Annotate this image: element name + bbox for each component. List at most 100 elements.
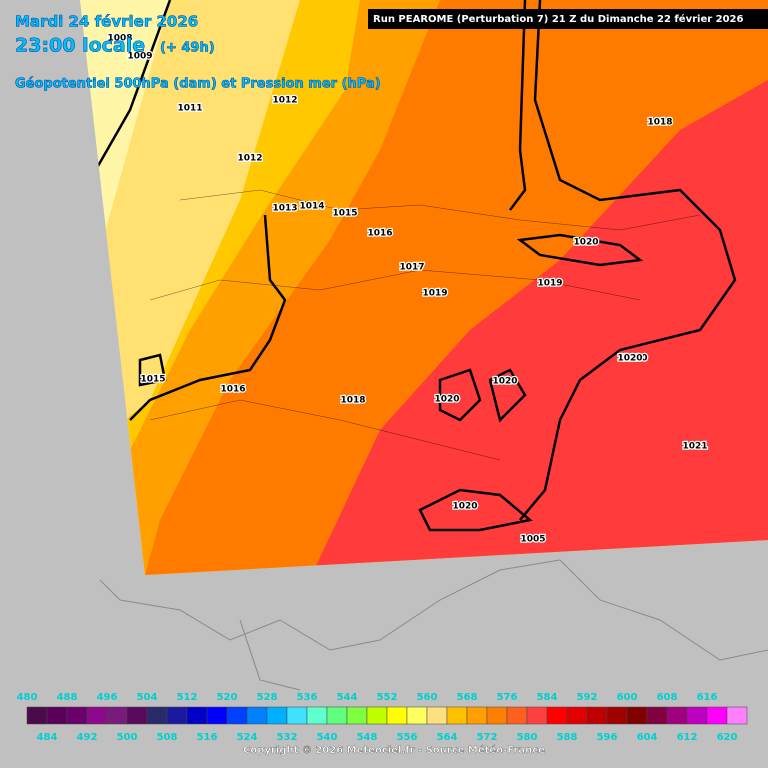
colorbar-label: 608 (657, 692, 678, 703)
colorbar-bin (406, 706, 428, 725)
field-name: Géopotentiel 500hPa (dam) et Pression me… (15, 77, 381, 92)
colorbar-bin (86, 706, 108, 725)
colorbar-bin (186, 706, 208, 725)
colorbar-bin (126, 706, 148, 725)
colorbar-label: 620 (717, 732, 738, 743)
colorbar-bin (586, 706, 608, 725)
colorbar-bin (486, 706, 508, 725)
colorbar-bin (426, 706, 448, 725)
colorbar-label: 484 (37, 732, 58, 743)
colorbar-label: 576 (497, 692, 518, 703)
isobar-label: 1016 (367, 229, 392, 239)
colorbar-label: 528 (257, 692, 278, 703)
colorbar-bin (246, 706, 268, 725)
colorbar-label: 480 (17, 692, 38, 703)
run-banner (368, 9, 768, 29)
colorbar-bin (626, 706, 648, 725)
colorbar-label: 592 (577, 692, 598, 703)
colorbar-bin (266, 706, 288, 725)
colorbar-bin (446, 706, 468, 725)
colorbar-bin (66, 706, 88, 725)
colorbar-bin (166, 706, 188, 725)
colorbar-bin (346, 706, 368, 725)
coastlines (149, 189, 701, 461)
colorbar-label: 488 (57, 692, 78, 703)
copyright: Copyright © 2026 Meteociel.fr - Source M… (243, 744, 545, 756)
colorbar-bin (466, 706, 488, 725)
colorbar-label: 556 (397, 732, 418, 743)
colorbar-label: 524 (237, 732, 258, 743)
colorbar-bin (366, 706, 388, 725)
colorbar-bin (546, 706, 568, 725)
colorbar-label: 520 (217, 692, 238, 703)
time: 23:00 locale (15, 35, 145, 57)
isobar-label: 1020 (452, 502, 477, 512)
run-info: Run PEAROME (Perturbation 7) 21 Z du Dim… (373, 13, 744, 25)
colorbar-label: 512 (177, 692, 198, 703)
colorbar-label: 544 (337, 692, 358, 703)
colorbar-bin (106, 706, 128, 725)
colorbar-label: 572 (477, 732, 498, 743)
colorbar-bin (646, 706, 668, 725)
isobar-label: 1021 (682, 442, 707, 452)
colorbar-bin (286, 706, 308, 725)
colorbar-label: 568 (457, 692, 478, 703)
colorbar-bin (726, 706, 748, 725)
isobar-label: 1011 (177, 104, 202, 114)
colorbar-bin (606, 706, 628, 725)
colorbar-label: 496 (97, 692, 118, 703)
colorbar-label: 600 (617, 692, 638, 703)
colorbar-bin (146, 706, 168, 725)
isobar-label: 1020 (573, 238, 598, 248)
colorbar-label: 552 (377, 692, 398, 703)
colorbar-label: 532 (277, 732, 298, 743)
isobar-label: 1016 (220, 385, 245, 395)
colorbar-label: 580 (517, 732, 538, 743)
isobar-label: 1015 (332, 209, 357, 219)
isobar-label: 1005 (520, 535, 545, 545)
colorbar-label: 516 (197, 732, 218, 743)
borders (99, 559, 768, 691)
geopotential-field (80, 0, 768, 575)
isobar-label: 1013 (272, 204, 297, 214)
colorbar-label: 616 (697, 692, 718, 703)
isobar-label: 1020 (622, 354, 647, 364)
isobar-label: 1019 (537, 279, 562, 289)
isobar-label: 1009 (127, 52, 152, 62)
colorbar-bin (526, 706, 548, 725)
isobar-label: 1012 (237, 154, 262, 164)
colorbar-label: 584 (537, 692, 558, 703)
colorbar-bin (506, 706, 528, 725)
isobar-label: 1015 (140, 375, 165, 385)
isobar-label: 1018 (647, 118, 672, 128)
isobar-labels: 1008 1009 1011 1012 1012 1013 1014 1015 1016 1017… (106, 32, 709, 546)
colorbar-bin (306, 706, 328, 725)
isobar-label: 1020 (617, 354, 642, 364)
colorbar-bin (686, 706, 708, 725)
colorbar-label: 612 (677, 732, 698, 743)
colorbar-bin (226, 706, 248, 725)
colorbar-label: 536 (297, 692, 318, 703)
colorbar-bin (706, 706, 728, 725)
colorbar-bin (566, 706, 588, 725)
lead-time: (+ 49h) (160, 41, 215, 56)
colorbar-label: 596 (597, 732, 618, 743)
colorbar-label: 604 (637, 732, 658, 743)
isobar-label: 1008 (107, 34, 132, 44)
colorbar: 480 488 496 504 512 520 528 536 544 552 560 568 576 5… (17, 692, 748, 743)
isobar-label: 1020 (434, 395, 459, 405)
isobar-label: 1019 (422, 289, 447, 299)
colorbar-label: 548 (357, 732, 378, 743)
isobar-label: 1012 (272, 96, 297, 106)
colorbar-label: 504 (137, 692, 158, 703)
colorbar-label: 492 (77, 732, 98, 743)
colorbar-bin (26, 706, 48, 725)
colorbar-label: 508 (157, 732, 178, 743)
colorbar-bin (206, 706, 228, 725)
colorbar-label: 500 (117, 732, 138, 743)
colorbar-label: 588 (557, 732, 578, 743)
isobars (88, 0, 737, 532)
colorbar-label: 540 (317, 732, 338, 743)
colorbar-bin (326, 706, 348, 725)
